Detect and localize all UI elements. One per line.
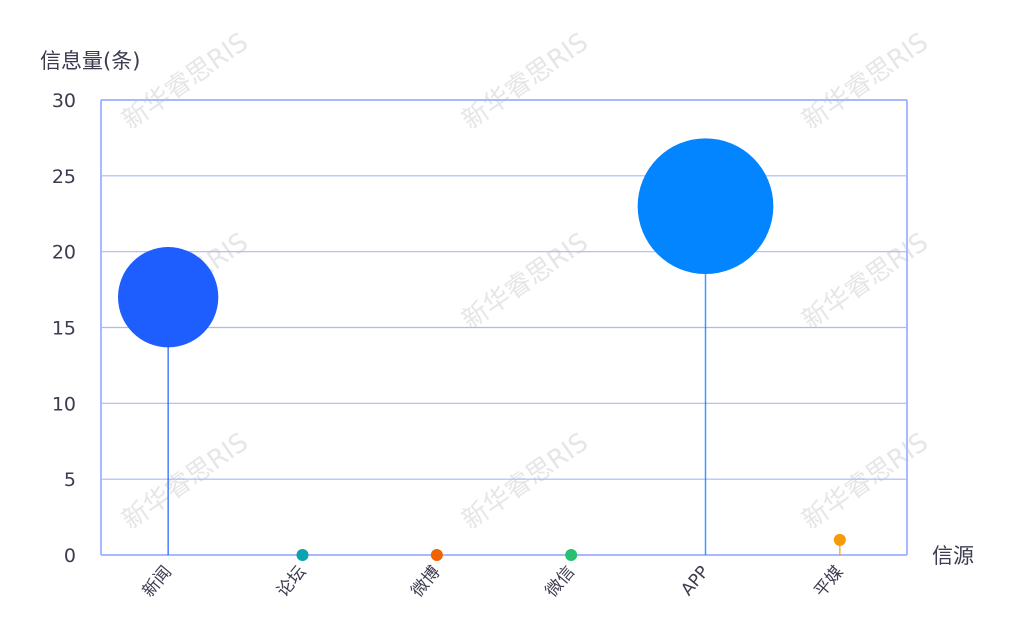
x-tick-label: 论坛 [273,562,310,601]
x-tick-label: 平媒 [810,562,847,601]
y-tick-label: 5 [64,469,76,491]
y-tick-label: 20 [52,242,76,264]
y-tick-label: 0 [64,545,76,567]
watermark-layer: 新华睿思RIS 新华睿思RIS 新华睿思RIS 新华睿思RIS 新华睿思RIS 新华睿思R… [117,27,934,535]
y-tick-label: 25 [52,166,76,188]
lollipop-bubble [833,533,846,546]
lollipop-bubble [118,247,219,348]
x-tick-label: APP [677,562,713,599]
watermark-text: 新华睿思RIS [797,227,934,335]
grid-lines [100,99,908,556]
watermark-text: 新华睿思RIS [117,27,254,135]
data-marks [118,138,846,561]
y-tick-label: 30 [52,90,76,112]
lollipop-bubble [430,549,443,561]
watermark-text: 新华睿思RIS [797,427,934,535]
x-tick-label: 微信 [542,562,579,601]
x-tick-label: 新闻 [139,562,176,601]
watermark-text: 新华睿思RIS [457,427,594,535]
lollipop-bubble [296,549,309,561]
watermark-text: 新华睿思RIS [797,27,934,135]
y-axis-title: 信息量(条) [40,49,140,73]
lollipop-bubble [637,138,774,275]
y-tick-label: 10 [52,393,76,415]
x-tick-label: 微博 [407,562,444,601]
watermark-text: 新华睿思RIS [457,227,594,335]
y-axis-ticks: 0 5 10 15 20 25 30 [52,90,76,567]
x-axis-ticks: 新闻 论坛 微博 微信 APP 平媒 [139,562,848,601]
watermark-text: 新华睿思RIS [457,27,594,135]
y-tick-label: 15 [52,318,76,340]
x-axis-title: 信源 [932,544,974,568]
watermark-text: 新华睿思RIS [117,427,254,535]
lollipop-bubble [565,549,578,561]
